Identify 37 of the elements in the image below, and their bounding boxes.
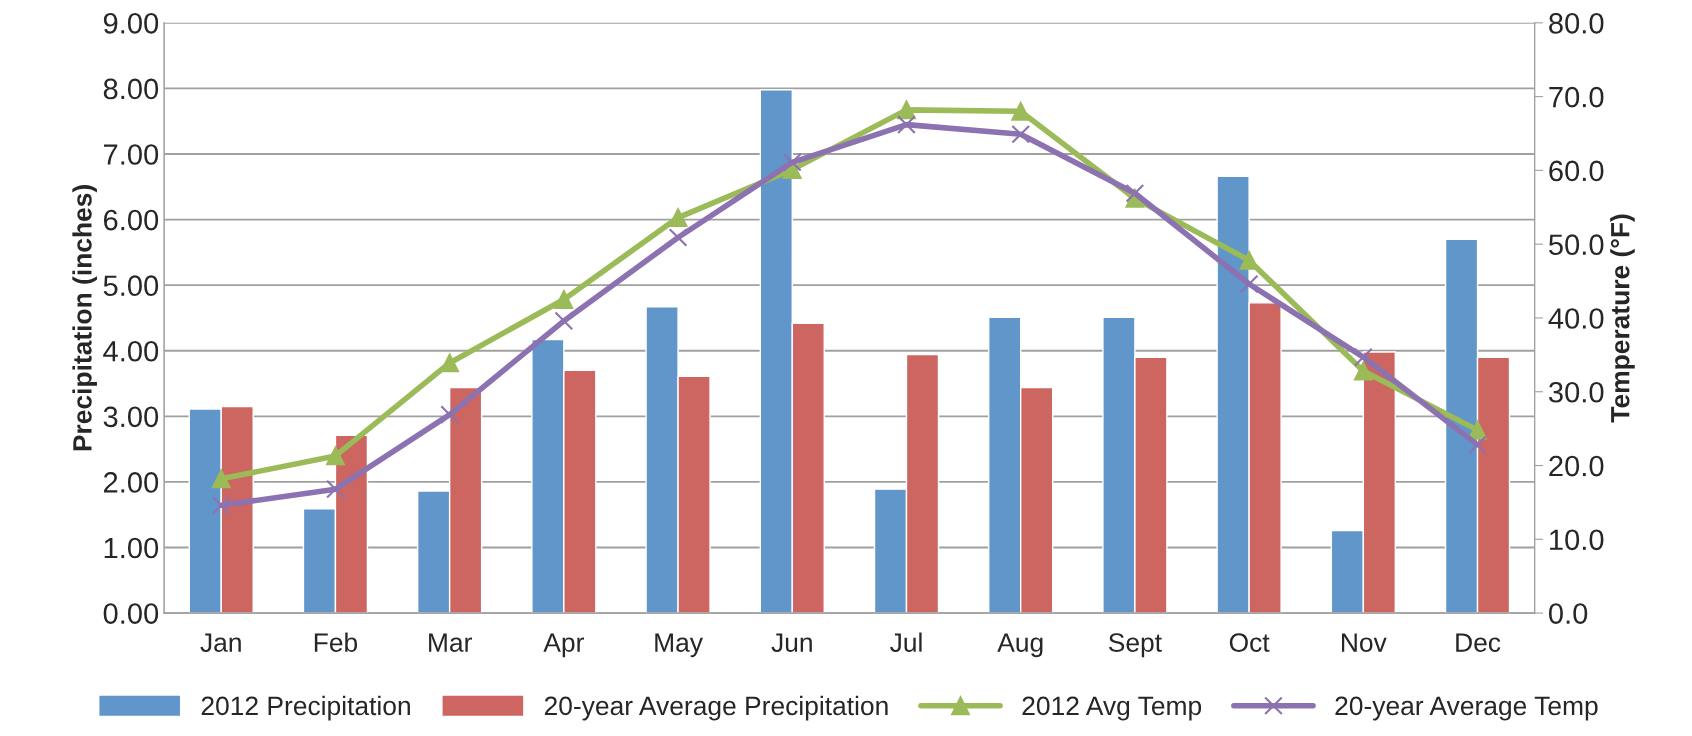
y-tick-label: 3.00: [103, 406, 159, 428]
legend-label: 2012 Avg Temp: [1022, 696, 1202, 721]
x-tick-label: Nov: [1342, 633, 1387, 652]
x-tick-label: Dec: [1456, 633, 1501, 652]
y2-tick-label: 40.0: [1548, 308, 1604, 329]
y-tick-label: 9.00: [103, 13, 159, 34]
y-tick-label: 8.00: [103, 78, 159, 100]
y-tick-label: 5.00: [103, 275, 159, 297]
y-tick-label: 6.00: [103, 209, 159, 231]
y-tick-label: 7.00: [104, 144, 159, 165]
legend-label: 2012 Precipitation: [201, 695, 410, 721]
x-tick-label: Jul: [890, 632, 922, 652]
x-tick-label: Jan: [200, 633, 241, 652]
y2-axis-title: Temperature (°F): [1610, 214, 1635, 423]
y2-tick-label: 50.0: [1549, 234, 1604, 256]
y2-tick-label: 20.0: [1549, 455, 1604, 477]
x-tick-label: Sept: [1108, 633, 1162, 658]
x-tick-label: Mar: [429, 633, 472, 652]
y2-tick-label: 10.0: [1550, 529, 1604, 551]
x-tick-label: Apr: [543, 633, 584, 658]
x-tick-label: May: [655, 633, 703, 658]
y-tick-label: 4.00: [103, 340, 159, 362]
y2-tick-label: 30.0: [1548, 381, 1604, 403]
x-tick-label: Feb: [314, 632, 358, 652]
x-tick-label: Jun: [771, 633, 812, 652]
y2-tick-label: 70.0: [1549, 86, 1604, 108]
legend-label: 20-year Average Temp: [1335, 696, 1598, 721]
legend-label: 20-year Average Precipitation: [544, 695, 888, 721]
y-tick-label: 2.00: [103, 472, 159, 493]
y-axis-title: Precipitation (inches): [72, 185, 97, 451]
y2-tick-label: 80.0: [1549, 13, 1604, 34]
y2-tick-label: 60.0: [1549, 160, 1604, 182]
y-tick-label: 0.00: [103, 603, 159, 624]
y-tick-label: 1.00: [104, 537, 159, 559]
x-tick-label: Oct: [1229, 633, 1270, 652]
x-tick-label: Aug: [997, 633, 1043, 658]
y2-tick-label: 0.0: [1548, 603, 1588, 624]
